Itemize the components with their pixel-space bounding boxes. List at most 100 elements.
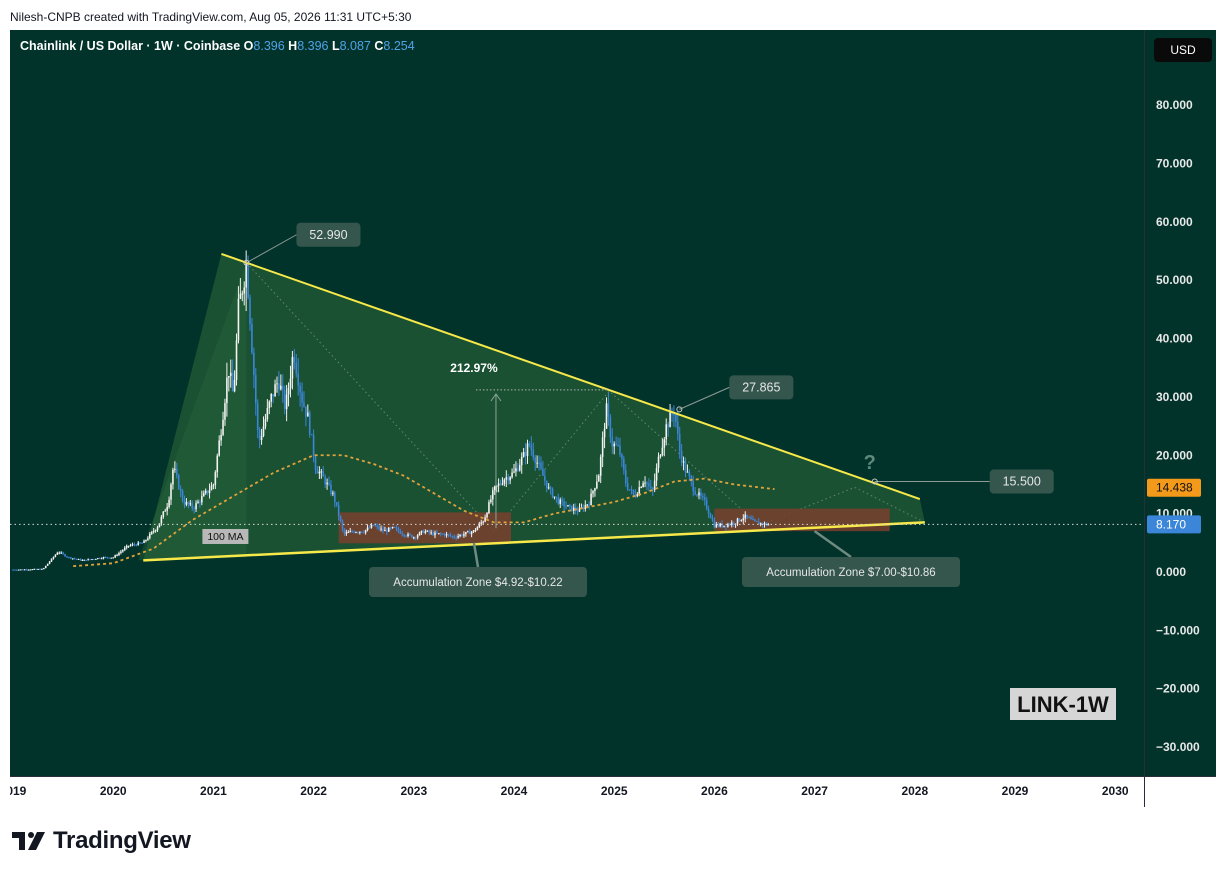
- candle-body: [16, 569, 18, 571]
- candle-body: [393, 526, 396, 528]
- candle-body: [544, 475, 546, 481]
- candle-body: [387, 527, 390, 532]
- time-tick-label: 2022: [300, 784, 327, 798]
- candle-body: [71, 558, 74, 560]
- candle-body: [571, 505, 573, 511]
- currency-button[interactable]: USD: [1154, 38, 1212, 62]
- candle-body: [617, 445, 619, 447]
- candle-body: [418, 532, 421, 536]
- candle-body: [210, 485, 213, 491]
- candle-body: [638, 487, 641, 495]
- candle-body: [150, 531, 153, 534]
- candle-body: [642, 483, 644, 488]
- candle-body: [56, 552, 59, 555]
- price-chart[interactable]: 52.990 27.865 15.500 212.97%? 100 MA Accumula…: [10, 30, 1216, 807]
- candle-body: [70, 557, 72, 559]
- candle-body: [23, 569, 26, 571]
- candle-body: [623, 458, 625, 471]
- candle-body: [322, 471, 325, 477]
- chart-frame[interactable]: 52.990 27.865 15.500 212.97%? 100 MA Accumula…: [10, 30, 1216, 807]
- candle-body: [214, 472, 217, 485]
- candle-body: [590, 493, 592, 506]
- candle-body: [451, 535, 454, 537]
- open-value: 8.396: [253, 39, 285, 53]
- zone-label-1: Accumulation Zone $4.92-$10.22: [369, 542, 587, 597]
- candle-body: [503, 479, 506, 484]
- candle-body: [129, 545, 132, 547]
- candle-body: [75, 558, 78, 560]
- candle-body: [401, 533, 404, 535]
- candle-body: [436, 532, 438, 534]
- candle-body: [145, 540, 147, 542]
- callout-box: [296, 222, 361, 247]
- candle-body: [609, 416, 612, 438]
- candle-body: [542, 468, 544, 476]
- candle-body: [137, 542, 140, 546]
- candle-body: [270, 394, 273, 402]
- candle-body: [366, 527, 369, 530]
- candle-body: [17, 569, 20, 571]
- candle-body: [355, 532, 357, 534]
- ma-price-bg: [1147, 478, 1201, 497]
- candle-body: [705, 500, 708, 510]
- candle-body: [476, 527, 479, 531]
- candle-body: [289, 378, 292, 389]
- candle-body: [414, 537, 417, 539]
- candle-body: [709, 513, 712, 519]
- candle-body: [474, 530, 477, 532]
- ma-label: 100 MA: [202, 528, 249, 544]
- candle-body: [416, 535, 419, 538]
- candle-body: [636, 494, 639, 497]
- candle-body: [584, 505, 587, 510]
- candle-body: [96, 558, 99, 560]
- candle-body: [409, 533, 411, 536]
- candle-body: [484, 517, 486, 522]
- candle-body: [703, 497, 706, 501]
- candle-body: [291, 356, 294, 379]
- candle-body: [46, 563, 49, 566]
- candle-body: [256, 403, 259, 430]
- candle-body: [665, 424, 668, 440]
- callout-box: [989, 469, 1054, 494]
- time-tick-label: 2025: [601, 784, 628, 798]
- price-tick-label: 0.000: [1156, 565, 1186, 579]
- candle-body: [237, 298, 240, 341]
- candle-body: [139, 542, 141, 544]
- candle-body: [91, 559, 93, 561]
- lower-trendline: [143, 521, 925, 562]
- candle-body: [187, 501, 190, 505]
- candle-body: [655, 468, 658, 481]
- candle-body: [463, 534, 465, 536]
- candle-body: [455, 537, 457, 539]
- candle-body: [25, 569, 28, 571]
- candle-body: [650, 486, 652, 489]
- candle-body: [226, 377, 228, 404]
- candle-body: [29, 569, 32, 571]
- candle-body: [359, 531, 361, 533]
- candle-body: [432, 532, 434, 536]
- candle-body: [411, 535, 413, 538]
- candle-body: [723, 525, 725, 527]
- candle-body: [353, 531, 355, 533]
- candle-body: [185, 501, 188, 505]
- candle-body: [470, 531, 473, 535]
- candle-body: [501, 483, 504, 485]
- candle-body: [449, 534, 452, 536]
- candle-body: [738, 518, 741, 521]
- candle-body: [615, 443, 617, 446]
- candle-body: [694, 491, 696, 495]
- time-tick-label: 2028: [901, 784, 928, 798]
- candle-body: [149, 533, 151, 539]
- candle-body: [191, 503, 194, 509]
- candle-body: [324, 476, 326, 485]
- price-tick-label: 30.000: [1156, 390, 1193, 404]
- tradingview-logo[interactable]: TradingView: [12, 826, 191, 856]
- candle-body: [555, 496, 558, 498]
- candle-body: [628, 489, 631, 491]
- candle-body: [549, 487, 552, 489]
- candle-body: [131, 544, 134, 546]
- candle-body: [561, 499, 563, 502]
- candle-body: [224, 403, 226, 420]
- candle-body: [551, 488, 554, 498]
- candle-body: [586, 504, 589, 506]
